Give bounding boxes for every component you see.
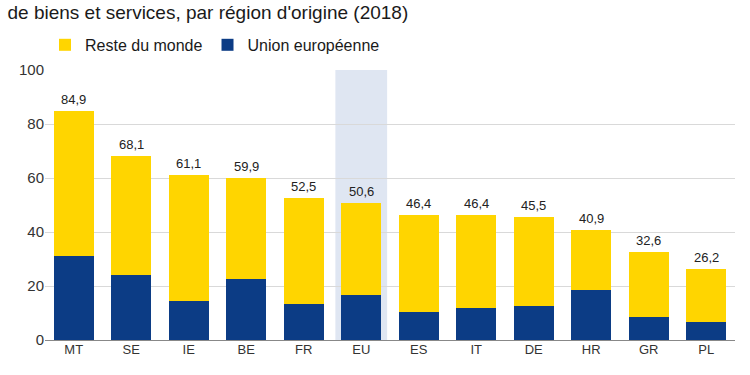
svg-text:0: 0 bbox=[36, 331, 44, 348]
svg-text:20: 20 bbox=[27, 277, 44, 294]
svg-text:PL: PL bbox=[698, 342, 714, 357]
svg-text:80: 80 bbox=[27, 115, 44, 132]
svg-text:32,6: 32,6 bbox=[636, 233, 661, 248]
svg-text:60: 60 bbox=[27, 169, 44, 186]
svg-text:52,5: 52,5 bbox=[291, 179, 316, 194]
svg-text:DE: DE bbox=[525, 342, 543, 357]
svg-text:Union européenne: Union européenne bbox=[248, 37, 380, 54]
svg-text:de biens et services, par régi: de biens et services, par région d'origi… bbox=[8, 2, 409, 23]
svg-text:MT: MT bbox=[64, 342, 83, 357]
svg-text:IT: IT bbox=[470, 342, 482, 357]
svg-text:Reste du monde: Reste du monde bbox=[85, 37, 203, 54]
svg-text:50,6: 50,6 bbox=[349, 184, 374, 199]
svg-text:61,1: 61,1 bbox=[176, 156, 201, 171]
svg-text:GR: GR bbox=[639, 342, 659, 357]
svg-text:46,4: 46,4 bbox=[464, 196, 489, 211]
svg-text:45,5: 45,5 bbox=[521, 198, 546, 213]
svg-text:HR: HR bbox=[582, 342, 601, 357]
svg-text:BE: BE bbox=[238, 342, 256, 357]
svg-text:68,1: 68,1 bbox=[119, 137, 144, 152]
svg-text:ES: ES bbox=[410, 342, 428, 357]
svg-text:59,9: 59,9 bbox=[234, 159, 259, 174]
svg-text:FR: FR bbox=[295, 342, 312, 357]
svg-text:40,9: 40,9 bbox=[579, 211, 604, 226]
svg-text:46,4: 46,4 bbox=[406, 196, 431, 211]
svg-text:100: 100 bbox=[19, 61, 44, 78]
svg-text:EU: EU bbox=[352, 342, 370, 357]
svg-text:SE: SE bbox=[123, 342, 141, 357]
svg-text:26,2: 26,2 bbox=[694, 250, 719, 265]
svg-text:40: 40 bbox=[27, 223, 44, 240]
svg-text:84,9: 84,9 bbox=[61, 92, 86, 107]
svg-text:IE: IE bbox=[183, 342, 196, 357]
